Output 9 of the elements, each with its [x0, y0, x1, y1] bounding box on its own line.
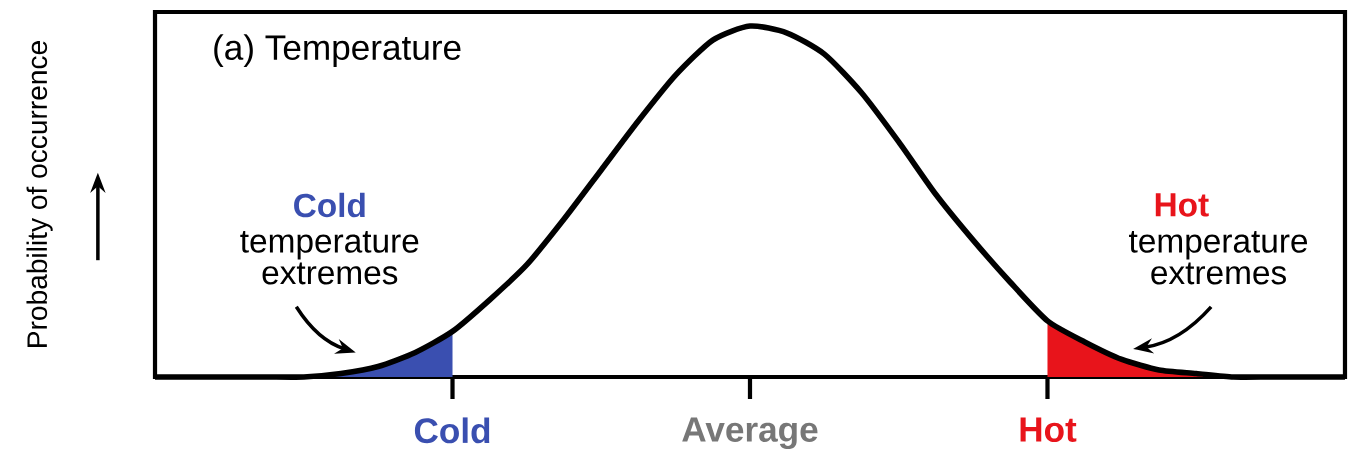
annotation: temperature extremes: [240, 231, 419, 285]
annotation: Hot: [1155, 193, 1209, 217]
x-tick-label: Cold: [414, 417, 490, 444]
annotation: temperature extremes: [1129, 231, 1308, 285]
annotation: Cold: [294, 192, 365, 218]
x-tick-label: Hot: [1020, 417, 1077, 443]
chart-title: (a) Temperature: [214, 34, 461, 68]
x-tick-label: Average: [682, 417, 818, 450]
y-axis-title: Probability of occurrence: [26, 41, 53, 348]
